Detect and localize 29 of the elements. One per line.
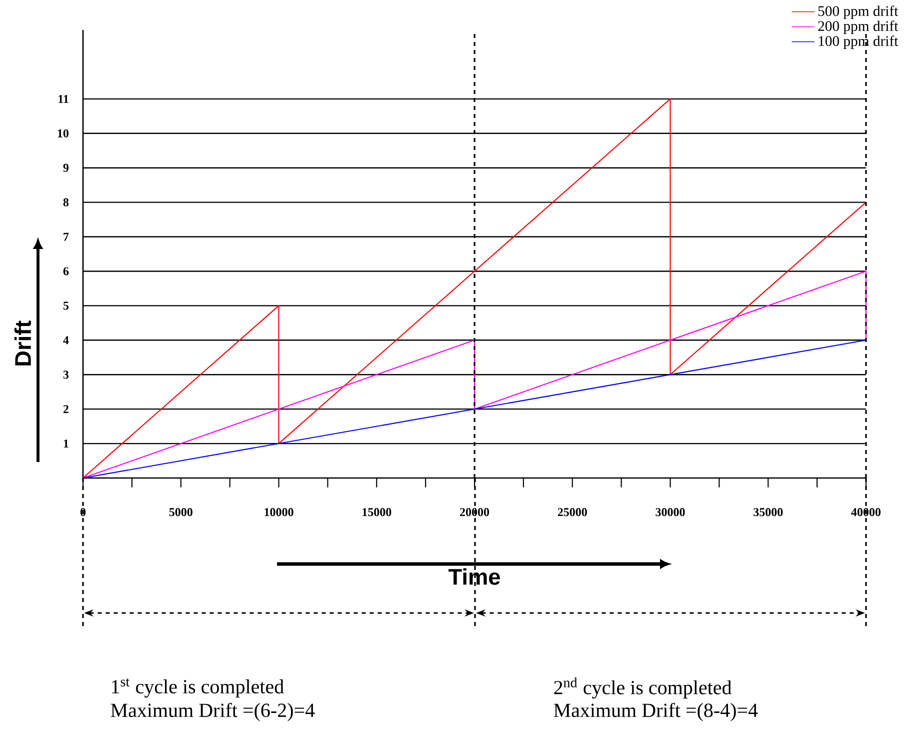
y-tick-label: 5	[63, 302, 69, 310]
x-tick-label: 15000	[362, 508, 392, 516]
x-tick-label: 30000	[656, 508, 685, 516]
text: 2$^{nd}$ cycle is completed	[554, 678, 732, 698]
y-tick-label: 2	[63, 405, 68, 414]
y-tick-label: 3	[63, 370, 69, 379]
x-tick-label: 25000	[558, 508, 587, 516]
text: Maximum Drift =(8-4)=4	[554, 702, 758, 722]
text: Maximum Drift =(6-2)=4	[110, 702, 315, 722]
x-axis-title: Time	[448, 568, 500, 585]
y-axis-title: Drift	[14, 320, 32, 366]
x-tick-label: 20000	[460, 508, 490, 516]
y-tick-label: 7	[64, 232, 69, 241]
y-tick-label: 1	[64, 440, 68, 448]
y-tick-label: 4	[63, 336, 69, 344]
y-tick-label: 8	[63, 198, 69, 206]
y-tick-label: 10	[58, 129, 68, 138]
x-tick-label: 5000	[169, 508, 192, 516]
x-tick-label: 35000	[754, 508, 783, 516]
text: 1$^{st}$ cycle is completed	[112, 678, 284, 698]
y-tick-label: 11	[58, 94, 68, 103]
x-tick-label: 40000	[851, 508, 881, 516]
legend-label: 500 ppm drift	[818, 6, 898, 20]
y-tick-label: 9	[63, 164, 69, 172]
x-tick-label: 0	[80, 508, 86, 516]
y-tick-label: 6	[63, 267, 69, 276]
legend-label: 200 ppm drift	[818, 20, 898, 34]
legend-label: 100 ppm drift	[818, 36, 898, 50]
x-tick-label: 10000	[264, 508, 294, 516]
